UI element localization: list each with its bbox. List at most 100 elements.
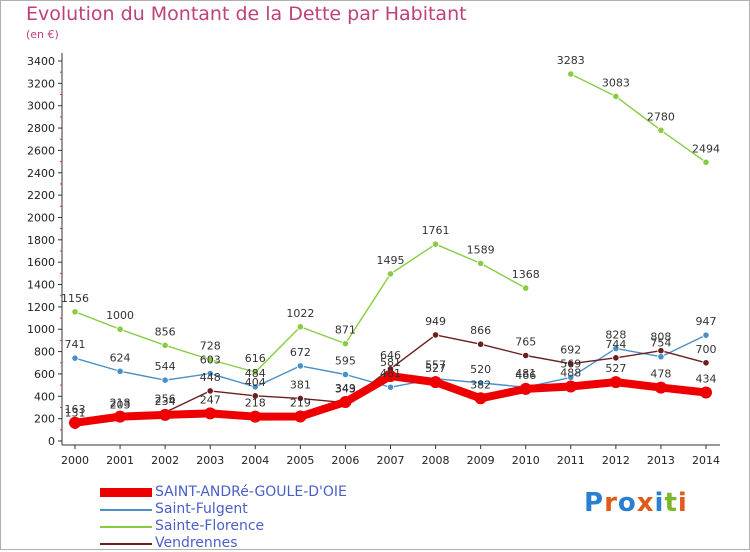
data-label: 595	[335, 355, 356, 368]
data-label: 692	[560, 344, 581, 357]
data-point	[341, 370, 350, 379]
data-point	[519, 382, 532, 395]
data-point	[700, 386, 712, 399]
data-point	[296, 394, 304, 403]
data-label: 2780	[647, 110, 675, 123]
data-label: 2494	[692, 142, 720, 155]
data-label: 1589	[467, 243, 495, 256]
x-tick-label: 2004	[241, 454, 269, 467]
data-label: 741	[65, 338, 86, 351]
data-point	[522, 351, 530, 360]
data-label: 478	[650, 368, 671, 381]
data-point	[522, 284, 530, 292]
data-point	[159, 408, 172, 421]
chart-title: Evolution du Montant de la Dette par Hab…	[26, 3, 467, 25]
data-label: 728	[200, 340, 221, 353]
y-tick-label: 1600	[27, 256, 55, 269]
data-label: 700	[696, 343, 717, 356]
data-label: 219	[290, 397, 311, 410]
y-tick-label: 1000	[27, 323, 55, 336]
x-tick-label: 2013	[647, 454, 675, 467]
data-label: 466	[515, 369, 536, 382]
x-tick-label: 2000	[61, 454, 89, 467]
x-tick-label: 2007	[377, 454, 405, 467]
y-tick-label: 3000	[27, 100, 55, 113]
data-point	[206, 356, 214, 364]
legend-label: SAINT-ANDRé-GOULE-D'OIE	[155, 484, 347, 500]
x-tick-label: 2010	[512, 454, 540, 467]
x-tick-label: 2012	[602, 454, 630, 467]
legend-swatch	[100, 488, 152, 497]
data-point	[386, 383, 395, 391]
data-label: 754	[650, 337, 671, 350]
data-point	[71, 354, 79, 362]
data-point	[114, 410, 127, 423]
logo-letter: P	[584, 488, 605, 518]
data-label: 434	[696, 372, 717, 385]
data-point	[702, 359, 710, 367]
data-label: 557	[425, 359, 446, 372]
data-label: 603	[200, 354, 221, 367]
y-tick-label: 3400	[27, 55, 55, 68]
y-tick-label: 200	[34, 413, 55, 426]
data-point	[431, 331, 440, 339]
data-label: 3283	[557, 54, 585, 67]
data-point	[429, 376, 442, 389]
data-point	[296, 362, 304, 370]
data-label: 203	[110, 398, 131, 411]
data-label: 856	[155, 325, 176, 338]
data-point	[612, 354, 620, 362]
y-tick-label: 2000	[27, 211, 55, 224]
data-point	[161, 376, 169, 384]
data-point	[657, 347, 665, 355]
data-label: 624	[110, 351, 131, 364]
data-label: 1000	[106, 309, 134, 322]
data-label: 484	[245, 367, 266, 380]
data-point	[384, 370, 397, 383]
data-label: 949	[425, 315, 446, 328]
data-label: 871	[335, 324, 356, 337]
data-label: 1022	[286, 307, 314, 320]
data-point	[386, 270, 395, 278]
x-tick-label: 2011	[557, 454, 585, 467]
data-point	[339, 395, 352, 408]
data-label: 218	[245, 397, 266, 410]
logo-letter: r	[604, 488, 618, 518]
data-label: 256	[155, 392, 176, 405]
data-point	[296, 323, 304, 331]
data-label: 947	[696, 315, 717, 328]
logo-letter: t	[664, 488, 678, 518]
data-label: 131	[65, 406, 86, 419]
y-tick-label: 600	[34, 368, 55, 381]
data-point	[477, 379, 485, 387]
y-tick-label: 400	[34, 390, 55, 403]
data-label: 672	[290, 346, 311, 359]
data-label: 3083	[602, 76, 630, 89]
logo-letter: x	[636, 488, 655, 518]
data-point	[251, 383, 259, 391]
data-point	[251, 392, 259, 400]
data-point	[564, 380, 577, 393]
legend-swatch	[100, 509, 152, 511]
x-tick-label: 2014	[692, 454, 720, 467]
data-point	[612, 344, 620, 353]
x-tick-label: 2005	[286, 454, 314, 467]
y-tick-label: 3200	[27, 77, 55, 90]
x-tick-label: 2008	[422, 454, 450, 467]
data-point	[567, 360, 575, 368]
data-label: 527	[605, 362, 626, 375]
data-label: 765	[515, 336, 536, 349]
data-point	[657, 126, 665, 134]
x-tick-label: 2006	[331, 454, 359, 467]
data-label: 343	[335, 383, 356, 396]
data-label: 1368	[512, 268, 540, 281]
data-label: 218	[110, 397, 131, 410]
y-tick-label: 2800	[27, 122, 55, 135]
data-label: 349	[335, 382, 356, 395]
data-point	[116, 367, 124, 375]
data-point	[71, 308, 79, 316]
data-point	[251, 368, 259, 376]
legend-swatch	[100, 543, 152, 545]
x-tick-label: 2001	[106, 454, 134, 467]
